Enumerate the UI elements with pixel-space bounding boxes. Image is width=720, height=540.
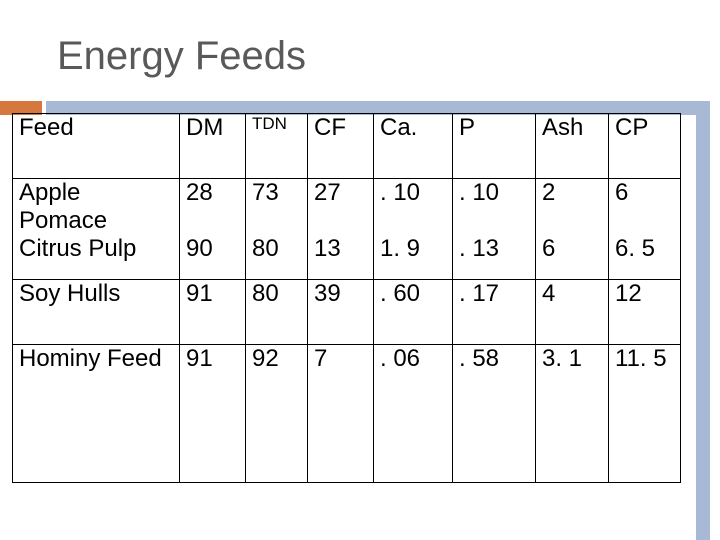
table-header-row: Feed DM TDN CF Ca. P Ash CP <box>12 113 681 179</box>
table-cell: . 17 <box>452 279 536 345</box>
table-cell: . 13 <box>452 235 536 280</box>
table-cell: 91 <box>179 344 246 483</box>
table-cell: . 58 <box>452 344 536 483</box>
table-cell: 80 <box>245 235 308 280</box>
accent-bar-blue <box>46 101 696 115</box>
header-cell-label: TDN <box>252 114 287 133</box>
table-cell: Soy Hulls <box>12 279 180 345</box>
table-cell: Apple Pomace <box>12 178 180 235</box>
table-cell: 12 <box>608 279 681 345</box>
table-cell: 7 <box>307 344 374 483</box>
table-cell: 28 <box>179 178 246 235</box>
header-cell: Feed <box>12 113 180 179</box>
table-row: Hominy Feed 91 92 7 . 06 . 58 3. 1 11. 5 <box>12 344 681 483</box>
table-cell: 73 <box>245 178 308 235</box>
table-cell: 6. 5 <box>608 235 681 280</box>
table-cell: 92 <box>245 344 308 483</box>
header-cell: TDN <box>245 113 308 179</box>
table-cell: 11. 5 <box>608 344 681 483</box>
accent-bar-orange <box>0 101 42 115</box>
table-cell: 3. 1 <box>535 344 609 483</box>
table-cell: 90 <box>179 235 246 280</box>
table-cell: Hominy Feed <box>12 344 180 483</box>
header-cell: Ca. <box>373 113 453 179</box>
header-cell: Ash <box>535 113 609 179</box>
table-cell: 6 <box>608 178 681 235</box>
header-cell: CF <box>307 113 374 179</box>
header-cell: DM <box>179 113 246 179</box>
table-cell: 6 <box>535 235 609 280</box>
table-cell: 80 <box>245 279 308 345</box>
table-cell: . 06 <box>373 344 453 483</box>
energy-feeds-table: Feed DM TDN CF Ca. P Ash CP Apple Pomace… <box>12 113 681 483</box>
table-cell: Citrus Pulp <box>12 235 180 280</box>
slide-title: Energy Feeds <box>57 34 307 78</box>
table-cell: 4 <box>535 279 609 345</box>
table-cell: . 10 <box>452 178 536 235</box>
table-cell: 13 <box>307 235 374 280</box>
header-cell: CP <box>608 113 681 179</box>
table-cell: 39 <box>307 279 374 345</box>
table-cell: 27 <box>307 178 374 235</box>
accent-bar-vertical <box>696 101 710 540</box>
table-cell: 1. 9 <box>373 235 453 280</box>
header-cell: P <box>452 113 536 179</box>
table-cell: . 10 <box>373 178 453 235</box>
table-cell: 2 <box>535 178 609 235</box>
table-cell: 91 <box>179 279 246 345</box>
table-row: Soy Hulls 91 80 39 . 60 . 17 4 12 <box>12 279 681 345</box>
table-row: Apple Pomace 28 73 27 . 10 . 10 2 6 <box>12 178 681 235</box>
table-cell: . 60 <box>373 279 453 345</box>
table-row: Citrus Pulp 90 80 13 1. 9 . 13 6 6. 5 <box>12 235 681 280</box>
